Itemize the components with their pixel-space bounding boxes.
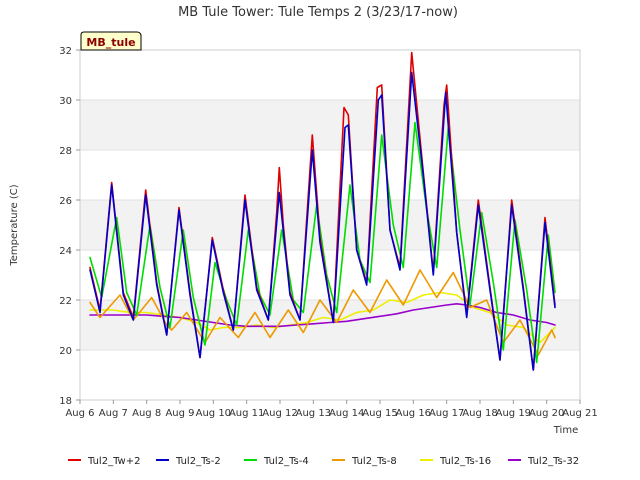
legend-label-tul2-tw-2: Tul2_Tw+2 — [87, 456, 140, 467]
x-tick-label-6: Aug 12 — [262, 408, 297, 419]
y-tick-label-5: 28 — [59, 146, 72, 157]
y-tick-label-4: 26 — [59, 196, 72, 207]
x-tick-label-13: Aug 19 — [496, 408, 531, 419]
x-axis-label: Time — [553, 425, 578, 436]
y-axis-label: Temperature (C) — [9, 184, 20, 266]
x-tick-label-12: Aug 18 — [462, 408, 497, 419]
y-axis: 18 20 22 24 26 28 30 32 — [59, 46, 80, 407]
x-tick-label-11: Aug 17 — [429, 408, 464, 419]
y-tick-label-2: 22 — [59, 296, 72, 307]
x-tick-label-0: Aug 6 — [65, 408, 94, 419]
y-tick-label-7: 32 — [59, 46, 72, 57]
legend-label-tul2-ts-16: Tul2_Ts-16 — [439, 456, 491, 467]
x-tick-label-14: Aug 20 — [529, 408, 564, 419]
legend-label-tul2-ts-8: Tul2_Ts-8 — [351, 456, 397, 467]
y-tick-label-3: 24 — [59, 246, 72, 257]
background-band-2 — [80, 100, 580, 150]
legend: Tul2_Tw+2 Tul2_Ts-2 Tul2_Ts-4 Tul2_Ts-8 Tul2… — [68, 456, 579, 467]
legend-label-tul2-ts-4: Tul2_Ts-4 — [263, 456, 309, 467]
x-tick-label-2: Aug 8 — [132, 408, 161, 419]
y-tick-label-0: 18 — [59, 396, 72, 407]
x-tick-label-7: Aug 13 — [296, 408, 331, 419]
x-tick-label-10: Aug 16 — [396, 408, 431, 419]
x-tick-label-15: Aug 21 — [562, 408, 597, 419]
y-tick-label-6: 30 — [59, 96, 72, 107]
x-tick-label-4: Aug 10 — [196, 408, 231, 419]
x-tick-label-3: Aug 9 — [165, 408, 194, 419]
station-badge-shape — [80, 31, 142, 51]
series-line-tul2-ts-32 — [89, 302, 556, 328]
series-line-tul2-ts-8 — [89, 269, 556, 356]
chart-title: MB Tule Tower: Tule Temps 2 (3/23/17-now… — [178, 5, 458, 20]
x-tick-label-9: Aug 15 — [362, 408, 397, 419]
y-tick-label-1: 20 — [59, 346, 72, 357]
legend-label-tul2-ts-2: Tul2_Ts-2 — [175, 456, 221, 467]
station-badge: MB_tule — [80, 31, 142, 51]
series-line-tul2-ts-4 — [89, 121, 556, 364]
x-tick-label-8: Aug 14 — [329, 408, 364, 419]
x-tick-label-5: Aug 11 — [229, 408, 264, 419]
series-line-tul2-ts-2 — [89, 71, 556, 371]
legend-label-tul2-ts-32: Tul2_Ts-32 — [527, 456, 579, 467]
x-tick-label-1: Aug 7 — [99, 408, 128, 419]
background-band-1 — [80, 200, 580, 250]
series-lines — [89, 51, 556, 371]
plot-area — [79, 49, 581, 401]
station-badge-label: MB_tule — [86, 36, 135, 49]
